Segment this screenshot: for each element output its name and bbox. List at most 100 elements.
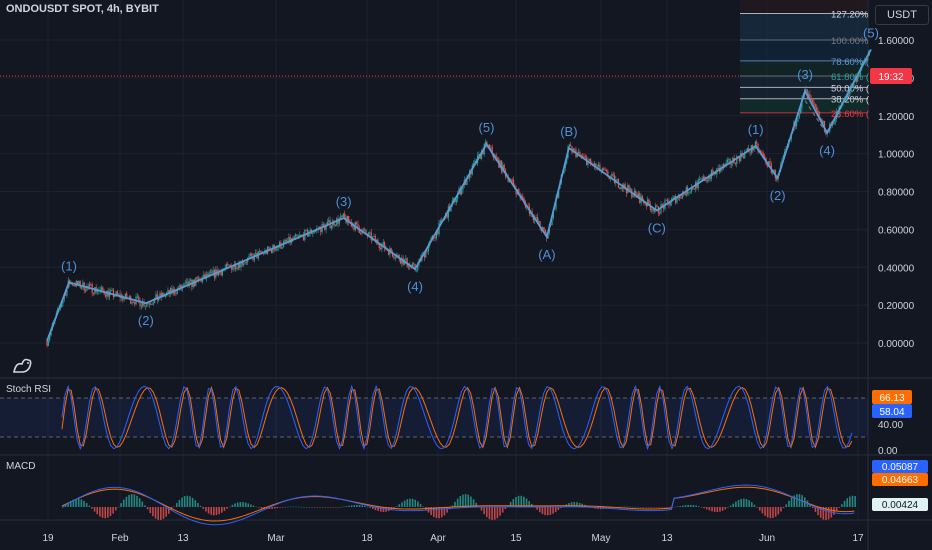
fib-level-label: 61.80% ( — [831, 72, 870, 83]
candle-body — [582, 155, 584, 157]
currency-button[interactable]: USDT — [875, 5, 929, 25]
candle-body — [604, 170, 606, 171]
candle-body — [66, 287, 68, 296]
macd-histogram-bar — [745, 499, 748, 507]
candle-body — [104, 294, 107, 297]
macd-histogram-bar — [417, 501, 419, 507]
macd-histogram-bar — [295, 506, 297, 508]
candle-body — [180, 285, 182, 289]
macd-histogram-bar — [578, 502, 581, 507]
candle-body — [764, 155, 766, 158]
candle-body — [155, 294, 157, 299]
macd-histogram-bar — [268, 507, 271, 510]
candle-body — [466, 177, 468, 185]
macd-histogram-bar — [107, 507, 109, 518]
macd-histogram-bar — [104, 507, 106, 519]
elliott-wave-line — [46, 49, 872, 342]
wave-label: (3) — [797, 67, 813, 82]
candle-body — [217, 271, 220, 276]
projection-line — [804, 100, 827, 134]
candle-body — [74, 285, 76, 287]
candle-body — [833, 123, 835, 125]
macd-histogram-bar — [409, 498, 411, 507]
candle-body — [110, 290, 112, 292]
macd-histogram-bar — [772, 507, 774, 519]
candle-body — [603, 168, 605, 171]
candle-body — [831, 123, 834, 126]
macd-histogram-bar — [234, 503, 236, 507]
candle-body — [334, 225, 336, 227]
candle-body — [65, 294, 67, 296]
candle-body — [756, 141, 758, 144]
candle-body — [621, 186, 624, 189]
macd-histogram-bar — [698, 506, 700, 507]
candle-body — [146, 303, 148, 306]
macd-value-badge — [872, 498, 928, 511]
macd-histogram-bar — [846, 498, 848, 507]
candle-body — [611, 174, 613, 177]
candle-body — [478, 153, 480, 156]
candle-body — [508, 180, 511, 182]
macd-histogram-bar — [774, 507, 777, 517]
candle-body — [613, 175, 616, 184]
candle-body — [663, 205, 665, 209]
x-tick-label: May — [592, 533, 611, 544]
candle-body — [511, 179, 513, 181]
candle-body — [453, 198, 455, 201]
candle-body — [136, 296, 138, 298]
candle-body — [708, 176, 710, 181]
candle-body — [227, 264, 229, 266]
wave-label: (2) — [770, 188, 786, 203]
macd-histogram-bar — [271, 507, 273, 509]
macd-histogram-bar — [841, 504, 843, 507]
candle-body — [123, 297, 125, 300]
macd-histogram-bar — [753, 504, 756, 507]
candle-body — [656, 205, 658, 207]
candle-body — [579, 151, 581, 155]
candle-body — [300, 234, 302, 236]
candle-body — [159, 293, 161, 299]
candle-body — [294, 234, 297, 237]
macd-histogram-bar — [711, 507, 713, 512]
macd-histogram-bar — [194, 500, 197, 507]
macd-histogram-bar — [493, 507, 496, 520]
candle-body — [766, 163, 768, 167]
candle-body — [797, 118, 799, 122]
macd-histogram-bar — [374, 507, 377, 511]
candle-body — [187, 281, 189, 287]
candle-body — [150, 304, 152, 306]
candle-body — [414, 264, 416, 271]
macd-histogram-bar — [642, 506, 644, 508]
macd-histogram-bar — [321, 507, 324, 508]
macd-histogram-bar — [724, 507, 727, 510]
candle-body — [568, 144, 570, 147]
candle-body — [620, 186, 622, 189]
candle-body — [61, 303, 63, 307]
candle-body — [661, 204, 663, 206]
candle-body — [474, 160, 476, 164]
candle-body — [746, 148, 748, 152]
candle-body — [583, 155, 585, 157]
macd-histogram-bar — [849, 496, 851, 507]
macd-histogram-bar — [645, 507, 647, 508]
candle-body — [229, 265, 232, 267]
stoch-k-line — [61, 384, 853, 451]
candle-body — [176, 288, 178, 295]
candle-body — [649, 204, 651, 210]
stoch-value-badge — [872, 390, 912, 404]
macd-histogram-bar — [663, 507, 666, 508]
candle-body — [302, 234, 305, 240]
macd-histogram-bar — [186, 495, 189, 507]
macd-histogram-bar — [64, 504, 67, 507]
macd-histogram-bar — [327, 507, 329, 508]
candle-body — [762, 153, 764, 156]
macd-histogram-bar — [536, 507, 538, 510]
macd-histogram-bar — [207, 507, 210, 514]
candle-body — [488, 144, 491, 148]
candle-body — [112, 289, 115, 297]
candle-body — [740, 152, 742, 161]
candle-body — [365, 229, 367, 234]
candle-body — [749, 151, 751, 153]
macd-histogram-bar — [788, 500, 790, 507]
